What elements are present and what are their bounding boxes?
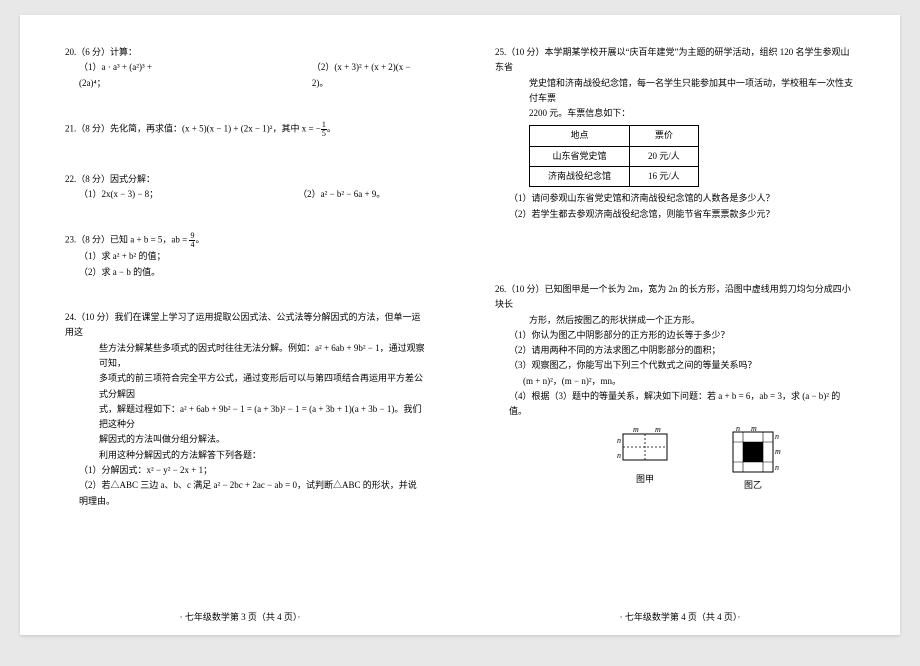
question-24: 24.（10 分）我们在课堂上学习了运用提取公因式法、公式法等分解因式的方法，但… — [65, 310, 425, 509]
cell: 16 元/人 — [630, 167, 699, 187]
fig-jia-svg: m m n n — [615, 426, 675, 472]
lbl-m: m — [655, 426, 661, 434]
lbl-m: m — [751, 426, 757, 433]
cell: 山东省党史馆 — [530, 146, 630, 166]
fig-jia-caption: 图甲 — [615, 472, 675, 487]
q26-l2: 方形，然后按图乙的形状拼成一个正方形。 — [529, 313, 855, 328]
q26-part3: （3）观察图乙，你能写出下列三个代数式之间的等量关系吗？ — [509, 358, 855, 373]
q21-tail: 。 — [327, 123, 336, 133]
fig-yi-caption: 图乙 — [725, 478, 781, 493]
q22-part1: （1）2x(x − 3) − 8； — [79, 187, 158, 202]
q23-head: 23.（8 分）已知 a + b = 5，ab = — [65, 235, 189, 245]
q24-l5: 解因式的方法叫做分组分解法。 — [99, 432, 425, 447]
cell: 20 元/人 — [630, 146, 699, 166]
lbl-n: n — [775, 432, 779, 441]
q26-part4: （4）根据（3）题中的等量关系，解决如下问题：若 a + b = 6，ab = … — [509, 389, 855, 420]
q24-part1: （1）分解因式：x² − y² − 2x + 1； — [79, 463, 425, 478]
table-row: 济南战役纪念馆 16 元/人 — [530, 167, 699, 187]
lbl-m: m — [633, 426, 639, 434]
q23-part2: （2）求 a − b 的值。 — [79, 265, 425, 280]
q26-part3b: (m + n)²，(m − n)²，mn。 — [523, 374, 855, 389]
scanned-sheet: 20.（6 分）计算： （1）a · a³ + (a²)³ + (2a)⁴； （… — [20, 15, 900, 635]
q24-l2: 些方法分解某些多项式的因式时往往无法分解。例如：a² + 6ab + 9b² −… — [99, 341, 425, 372]
figures: m m n n 图甲 m — [615, 426, 855, 493]
lbl-m: m — [775, 447, 781, 456]
q24-part2: （2）若△ABC 三边 a、b、c 满足 a² − 2bc + 2ac − ab… — [79, 478, 425, 509]
lbl-n: n — [775, 463, 779, 472]
q20-part1: （1）a · a³ + (a²)³ + (2a)⁴； — [79, 60, 177, 91]
page4-footer: · 七年级数学第 4 页（共 4 页）· — [460, 610, 900, 623]
q25-l3: 2200 元。车票信息如下： — [529, 106, 855, 121]
page3-footer: · 七年级数学第 3 页（共 4 页）· — [20, 610, 460, 623]
question-22: 22.（8 分）因式分解： （1）2x(x − 3) − 8； （2）a² − … — [65, 172, 425, 203]
q26-part2: （2）请用两种不同的方法求图乙中阴影部分的面积； — [509, 343, 855, 358]
q25-part1: （1）请问参观山东省党史馆和济南战役纪念馆的人数各是多少人？ — [509, 191, 855, 206]
table-row: 山东省党史馆 20 元/人 — [530, 146, 699, 166]
q21-head: 21.（8 分）先化简，再求值：(x + 5)(x − 1) + (2x − 1… — [65, 123, 321, 133]
q24-l3: 多项式的前三项符合完全平方公式，通过变形后可以与第四项结合再运用平方差公式分解因 — [99, 371, 425, 402]
lbl-n: n — [617, 451, 621, 460]
page-4: 25.（10 分）本学期某学校开展以“庆百年建党”为主题的研学活动，组织 120… — [460, 15, 900, 635]
q25-l2: 党史馆和济南战役纪念馆，每一名学生只能参加其中一项活动，学校租车一次性支付车票 — [529, 76, 855, 107]
th-price: 票价 — [630, 126, 699, 146]
lbl-n: n — [617, 436, 621, 445]
q26-part1: （1）你认为图乙中阴影部分的正方形的边长等于多少？ — [509, 328, 855, 343]
q20-part2: （2）(x + 3)² + (x + 2)(x − 2)。 — [312, 60, 425, 91]
q24-l4: 式，解题过程如下：a² + 6ab + 9b² − 1 = (a + 3b)² … — [99, 402, 425, 433]
q24-head: 24.（10 分）我们在课堂上学习了运用提取公因式法、公式法等分解因式的方法，但… — [65, 310, 425, 341]
q23-part1: （1）求 a² + b² 的值； — [79, 249, 425, 264]
q25-part2: （2）若学生都去参观济南战役纪念馆，则能节省车票票款多少元？ — [509, 207, 855, 222]
fig-yi-svg: m n m n n — [725, 426, 781, 478]
table-row: 地点 票价 — [530, 126, 699, 146]
question-25: 25.（10 分）本学期某学校开展以“庆百年建党”为主题的研学活动，组织 120… — [495, 45, 855, 222]
q25-head: 25.（10 分）本学期某学校开展以“庆百年建党”为主题的研学活动，组织 120… — [495, 45, 855, 76]
th-location: 地点 — [530, 126, 630, 146]
lbl-n: n — [736, 426, 740, 433]
q22-head: 22.（8 分）因式分解： — [65, 172, 425, 187]
q23-tail: 。 — [195, 235, 204, 245]
figure-yi: m n m n n 图乙 — [725, 426, 781, 493]
q22-part2: （2）a² − b² − 6a + 9。 — [298, 187, 385, 202]
page-3: 20.（6 分）计算： （1）a · a³ + (a²)³ + (2a)⁴； （… — [20, 15, 460, 635]
q26-head: 26.（10 分）已知图甲是一个长为 2m，宽为 2n 的长方形，沿图中虚线用剪… — [495, 282, 855, 313]
q20-head: 20.（6 分）计算： — [65, 45, 425, 60]
price-table: 地点 票价 山东省党史馆 20 元/人 济南战役纪念馆 16 元/人 — [529, 125, 699, 187]
q24-l6: 利用这种分解因式的方法解答下列各题： — [99, 448, 425, 463]
question-20: 20.（6 分）计算： （1）a · a³ + (a²)³ + (2a)⁴； （… — [65, 45, 425, 91]
question-23: 23.（8 分）已知 a + b = 5，ab = 94。 （1）求 a² + … — [65, 232, 425, 280]
question-26: 26.（10 分）已知图甲是一个长为 2m，宽为 2n 的长方形，沿图中虚线用剪… — [495, 282, 855, 493]
figure-jia: m m n n 图甲 — [615, 426, 675, 493]
cell: 济南战役纪念馆 — [530, 167, 630, 187]
question-21: 21.（8 分）先化简，再求值：(x + 5)(x − 1) + (2x − 1… — [65, 121, 425, 138]
